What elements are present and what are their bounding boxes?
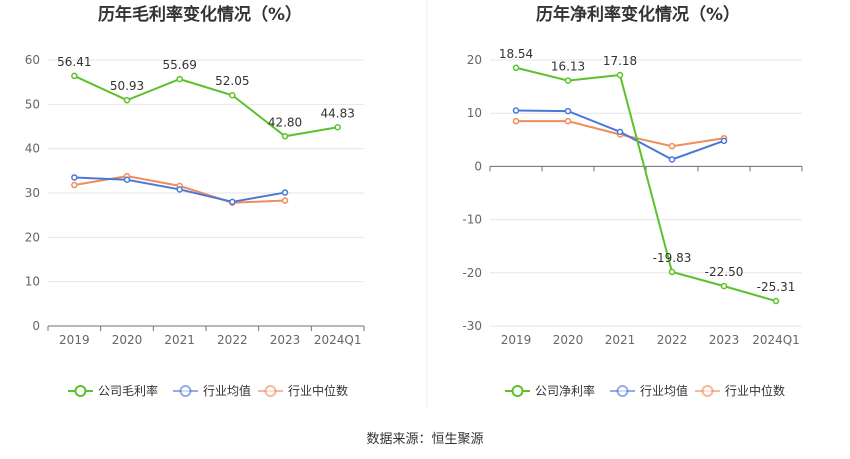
data-point	[616, 71, 624, 79]
legend-item[interactable]: 行业中位数	[258, 383, 348, 398]
data-point	[71, 181, 78, 189]
data-source: 数据来源：恒生聚源	[366, 432, 483, 447]
data-label: 42.80	[268, 115, 302, 129]
data-point	[512, 117, 520, 125]
data-point	[229, 91, 236, 99]
data-label: -25.31	[757, 280, 796, 294]
x-tick-label: 2020	[112, 333, 143, 347]
legend-marker-icon	[74, 385, 87, 397]
data-point	[668, 268, 676, 276]
data-point	[123, 176, 131, 183]
x-tick-label: 2023	[270, 333, 301, 347]
y-tick-label: 10	[467, 106, 482, 120]
y-tick-label: 40	[25, 142, 40, 156]
data-label: 52.05	[215, 74, 249, 88]
legend-marker-icon	[511, 385, 524, 397]
x-tick-label: 2019	[501, 333, 532, 347]
data-point	[176, 75, 183, 83]
legend-item[interactable]: 行业均值	[610, 383, 688, 398]
data-point	[616, 128, 624, 136]
x-tick-label: 2024Q1	[314, 333, 362, 347]
data-label: 18.54	[499, 47, 533, 61]
legend-label: 行业中位数	[288, 383, 348, 398]
data-point	[512, 64, 520, 72]
legend-item[interactable]: 公司毛利率	[68, 383, 158, 398]
data-label: 44.83	[320, 106, 354, 120]
y-tick-label: -20	[462, 266, 482, 280]
legend-label: 公司毛利率	[98, 383, 158, 398]
data-point	[71, 72, 78, 80]
data-label: 17.18	[603, 54, 637, 68]
y-tick-label: 50	[25, 97, 40, 111]
data-label: 50.93	[110, 79, 144, 93]
y-tick-label: 20	[467, 53, 482, 67]
x-tick-label: 2023	[709, 333, 740, 347]
x-tick-label: 2019	[59, 333, 90, 347]
data-point	[564, 77, 572, 84]
series-line	[515, 66, 777, 303]
legend-item[interactable]: 公司净利率	[505, 383, 595, 398]
y-tick-label: 30	[25, 186, 40, 200]
legend-label: 行业均值	[640, 383, 688, 398]
legend-item[interactable]: 行业均值	[173, 383, 251, 398]
data-point	[123, 96, 131, 104]
series-line	[73, 75, 338, 138]
x-tick-label: 2022	[657, 333, 688, 347]
data-point	[772, 297, 780, 305]
gross-margin-chart: 历年毛利率变化情况（%） 0 10 20 30 40 50 60 2019 2020 2021 20…	[25, 4, 365, 398]
y-tick-label: 20	[25, 230, 40, 244]
y-tick-label: -30	[462, 319, 482, 333]
legend-item[interactable]: 行业中位数	[695, 383, 785, 398]
data-point	[281, 133, 289, 140]
chart-title: 历年净利率变化情况（%）	[536, 4, 740, 25]
legend-label: 行业均值	[203, 383, 251, 398]
data-point	[71, 174, 78, 181]
data-point	[720, 137, 728, 145]
legend-marker-icon	[616, 385, 629, 397]
x-tick-label: 2022	[217, 333, 248, 347]
data-point	[229, 198, 236, 206]
data-point	[668, 156, 676, 163]
x-tick-label: 2020	[553, 333, 584, 347]
x-tick-label: 2021	[164, 333, 195, 347]
x-tick-label: 2024Q1	[752, 333, 800, 347]
data-point	[334, 124, 341, 131]
data-label: 56.41	[57, 55, 91, 69]
data-point	[720, 282, 728, 290]
legend-label: 公司净利率	[535, 383, 595, 398]
data-point	[668, 142, 676, 150]
y-tick-label: -10	[462, 213, 482, 227]
y-tick-label: 0	[32, 319, 40, 333]
x-tick-label: 2021	[605, 333, 636, 347]
legend-marker-icon	[701, 385, 714, 397]
data-point	[564, 117, 572, 125]
data-label: -22.50	[705, 265, 744, 279]
legend-marker-icon	[179, 385, 192, 397]
net-margin-chart: 历年净利率变化情况（%） -30 -20 -10 0 10 20 2019 2020 2021 2…	[462, 4, 803, 398]
data-label: 55.69	[162, 58, 196, 72]
chart-title: 历年毛利率变化情况（%）	[98, 4, 302, 25]
data-label: -19.83	[653, 251, 692, 265]
data-point	[512, 107, 520, 114]
data-point	[564, 107, 572, 115]
data-point	[281, 189, 289, 196]
y-tick-label: 0	[474, 159, 482, 173]
y-tick-label: 60	[25, 53, 40, 67]
data-point	[281, 197, 289, 204]
data-point	[176, 186, 183, 193]
data-label: 16.13	[551, 60, 585, 74]
legend-marker-icon	[264, 385, 277, 397]
legend-label: 行业中位数	[725, 383, 785, 398]
y-tick-label: 10	[25, 275, 40, 289]
